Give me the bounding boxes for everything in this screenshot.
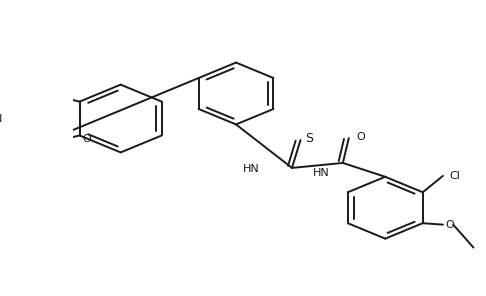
Text: O: O	[82, 134, 91, 144]
Text: O: O	[445, 220, 454, 230]
Text: Cl: Cl	[449, 171, 460, 181]
Text: HN: HN	[243, 164, 260, 174]
Text: O: O	[356, 132, 364, 141]
Text: N: N	[0, 114, 2, 123]
Text: HN: HN	[313, 168, 330, 178]
Text: S: S	[306, 132, 313, 145]
